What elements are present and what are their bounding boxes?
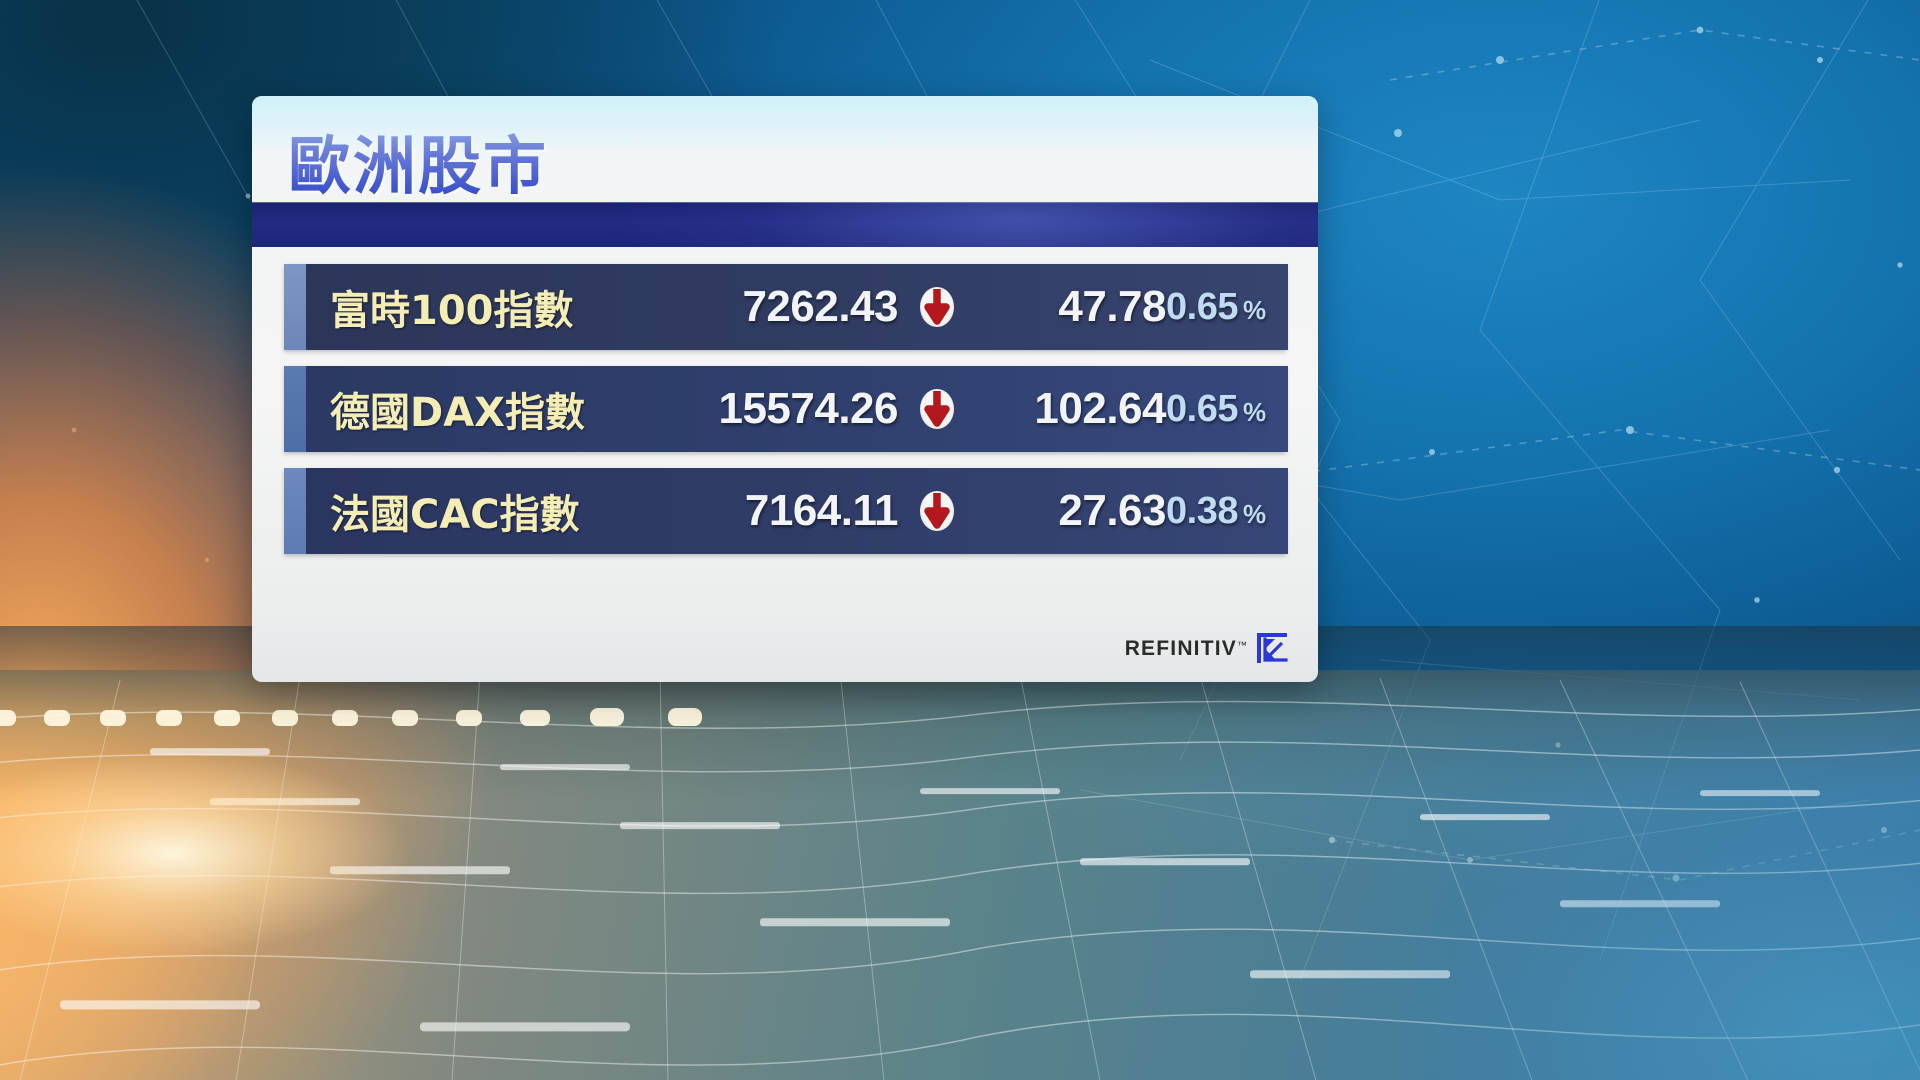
logo-wordmark: REFINITIV™ (1125, 637, 1247, 661)
index-name: 法國CAC指數 (330, 492, 580, 538)
arrow-down-circle-icon (920, 389, 954, 429)
percent-value: 0.38 (1166, 489, 1238, 532)
row-accent-bar (284, 366, 306, 452)
header-band (252, 202, 1318, 247)
index-value: 7262.43 (742, 282, 898, 331)
change-direction (898, 489, 976, 533)
row-accent-bar (284, 468, 306, 554)
index-percent: 0.38% (1166, 490, 1266, 533)
change-direction (898, 285, 976, 329)
table-row[interactable]: 德國DAX指數 15574.26 102.64 0.65% (284, 366, 1289, 452)
percent-symbol: % (1242, 396, 1267, 427)
percent-symbol: % (1242, 294, 1267, 325)
row-body: 富時100指數 7262.43 47.78 0.65% (306, 264, 1289, 350)
index-change: 27.63 (1058, 486, 1166, 535)
index-percent: 0.65% (1166, 388, 1266, 431)
index-name: 富時100指數 (330, 288, 574, 334)
arrow-down-circle-icon (920, 491, 954, 531)
row-body: 法國CAC指數 7164.11 27.63 0.38% (306, 468, 1289, 554)
arrow-down-circle-icon (920, 287, 954, 327)
refinitiv-bracket-arrow-icon (1257, 633, 1288, 663)
refinitiv-logo: REFINITIV™ (1125, 632, 1290, 666)
row-accent-bar (284, 264, 306, 350)
row-body: 德國DAX指數 15574.26 102.64 0.65% (306, 366, 1289, 452)
index-percent: 0.65% (1166, 286, 1266, 329)
table-row[interactable]: 富時100指數 7262.43 47.78 0.65% (284, 264, 1289, 350)
index-name: 德國DAX指數 (330, 390, 585, 436)
index-change: 47.78 (1058, 282, 1166, 331)
index-value: 15574.26 (718, 384, 898, 433)
card-title-area: 歐洲股市 (252, 96, 1318, 203)
market-summary-card: 歐洲股市 富時100指數 7262.43 47.78 0.65% (252, 96, 1318, 682)
logo-trademark: ™ (1237, 640, 1247, 652)
index-value: 7164.11 (744, 486, 899, 535)
percent-value: 0.65 (1166, 387, 1238, 430)
percent-value: 0.65 (1166, 285, 1238, 328)
percent-symbol: % (1242, 498, 1267, 529)
table-row[interactable]: 法國CAC指數 7164.11 27.63 0.38% (284, 468, 1289, 554)
index-table: 富時100指數 7262.43 47.78 0.65% 德國DA (284, 264, 1289, 570)
change-direction (898, 387, 976, 431)
page-title: 歐洲股市 (288, 130, 548, 203)
index-change: 102.64 (1034, 384, 1166, 433)
logo-text: REFINITIV (1124, 637, 1237, 660)
